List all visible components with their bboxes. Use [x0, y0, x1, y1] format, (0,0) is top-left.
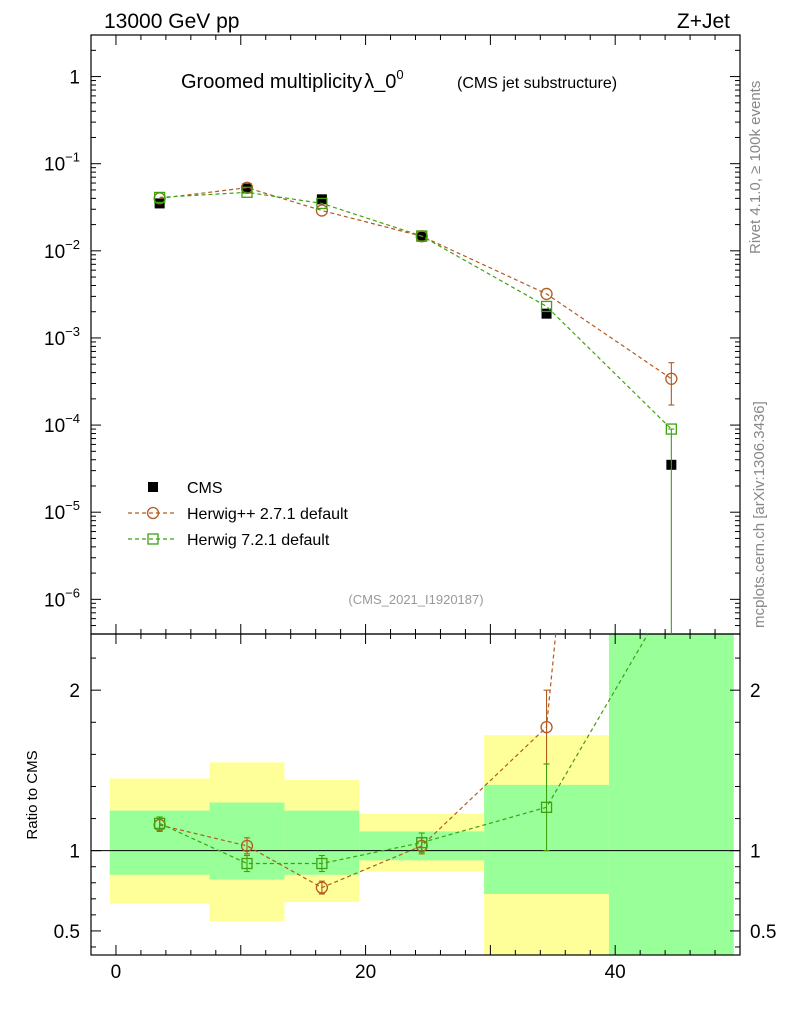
herwig7-point	[153, 191, 166, 204]
legend-herwigpp-marker	[146, 506, 160, 520]
herwigpp-point	[315, 204, 329, 217]
herwigpp-ratio-point	[540, 720, 553, 734]
y-tick-label-base: 10	[44, 590, 65, 611]
herwig7-ratio-point	[316, 857, 328, 870]
herwig7-ratio-point	[540, 801, 553, 813]
ratio-y-tick-label-right: 0.5	[750, 922, 776, 943]
rivet-label: Rivet 4.1.0, ≥ 100k events	[747, 81, 764, 254]
energy-label: 13000 GeV pp	[104, 10, 239, 33]
y-tick-label-exponent: −4	[65, 411, 80, 426]
uncertainty-band-green	[608, 634, 734, 955]
y-tick-label-base: 10	[44, 242, 65, 263]
legend-herwig7-label: Herwig 7.2.1 default	[187, 532, 330, 549]
plot-subtitle: (CMS jet substructure)	[457, 75, 617, 92]
ratio-y-tick-label-right: 1	[750, 842, 761, 863]
y-tick-label: 10−3	[44, 324, 80, 350]
herwig7-ratio-point	[416, 837, 428, 849]
y-tick-label-base: 10	[44, 416, 65, 437]
y-tick-label: 10−1	[44, 150, 80, 176]
herwigpp-line	[159, 187, 672, 380]
herwig7-line	[159, 191, 672, 430]
herwigpp-ratio-point	[315, 881, 329, 894]
y-tick-label-exponent: −6	[65, 585, 80, 600]
legend-herwig7-marker	[147, 533, 159, 545]
ratio-y-tick-label: 2	[69, 681, 80, 702]
cms-point	[316, 194, 327, 205]
title-main: Groomed multiplicity	[181, 71, 362, 93]
y-tick-label-base: 10	[44, 155, 65, 176]
y-tick-label: 1	[69, 68, 80, 89]
title-superscript: 0	[396, 67, 403, 82]
y-tick-label-base: 10	[44, 329, 65, 350]
legend-cms-marker	[148, 482, 158, 492]
cms-point	[242, 183, 253, 194]
mcplots-label: mcplots.cern.ch [arXiv:1306.3436]	[751, 401, 768, 628]
herwig7-ratio-point	[241, 857, 253, 870]
ratio-y-tick-label: 0.5	[54, 922, 80, 943]
herwigpp-ratio-line	[159, 633, 557, 889]
x-tick-label: 20	[355, 962, 376, 983]
ratio-y-tick-label-right: 2	[750, 681, 761, 702]
main-series	[153, 181, 678, 634]
herwigpp-ratio-point	[240, 839, 254, 853]
cms-point	[541, 308, 552, 319]
herwig7-point	[665, 423, 678, 435]
y-tick-label-exponent: −1	[65, 150, 80, 165]
analysis-id: (CMS_2021_I1920187)	[348, 592, 483, 607]
ratio-y-tick-label: 1	[69, 842, 80, 863]
y-tick-label: 10−5	[44, 498, 80, 524]
plot-title: Groomed multiplicity λ_00	[181, 67, 404, 93]
ratio-bands	[109, 634, 734, 955]
ratio-series	[153, 633, 649, 895]
herwigpp-point	[665, 372, 678, 385]
herwig7-point	[241, 186, 253, 198]
herwig7-point	[540, 300, 553, 313]
y-tick-label: 10−2	[44, 237, 80, 263]
herwig7-ratio-point	[153, 817, 166, 830]
herwigpp-point	[540, 287, 553, 301]
y-tick-label-exponent: −3	[65, 324, 80, 339]
y-tick-label-exponent: −2	[65, 237, 80, 252]
legend-herwigpp-label: Herwig++ 2.7.1 default	[187, 506, 349, 523]
y-tick-label: 10−6	[44, 585, 80, 611]
herwig7-point	[316, 197, 328, 210]
legend-cms-label: CMS	[187, 480, 223, 497]
herwig7-point	[416, 230, 428, 242]
y-tick-label-base: 10	[44, 503, 65, 524]
x-tick-label: 0	[111, 962, 122, 983]
y-tick-label: 10−4	[44, 411, 80, 437]
herwig7-ratio-line	[159, 633, 649, 865]
x-tick-label: 40	[605, 962, 626, 983]
y-tick-label-exponent: −5	[65, 498, 80, 513]
title-symbol: λ_0	[364, 71, 396, 93]
ratio-axis-label: Ratio to CMS	[24, 750, 41, 839]
process-label: Z+Jet	[677, 10, 730, 33]
legend: CMS Herwig++ 2.7.1 default Herwig 7.2.1 de…	[128, 480, 349, 549]
axis-ticks	[91, 34, 741, 955]
